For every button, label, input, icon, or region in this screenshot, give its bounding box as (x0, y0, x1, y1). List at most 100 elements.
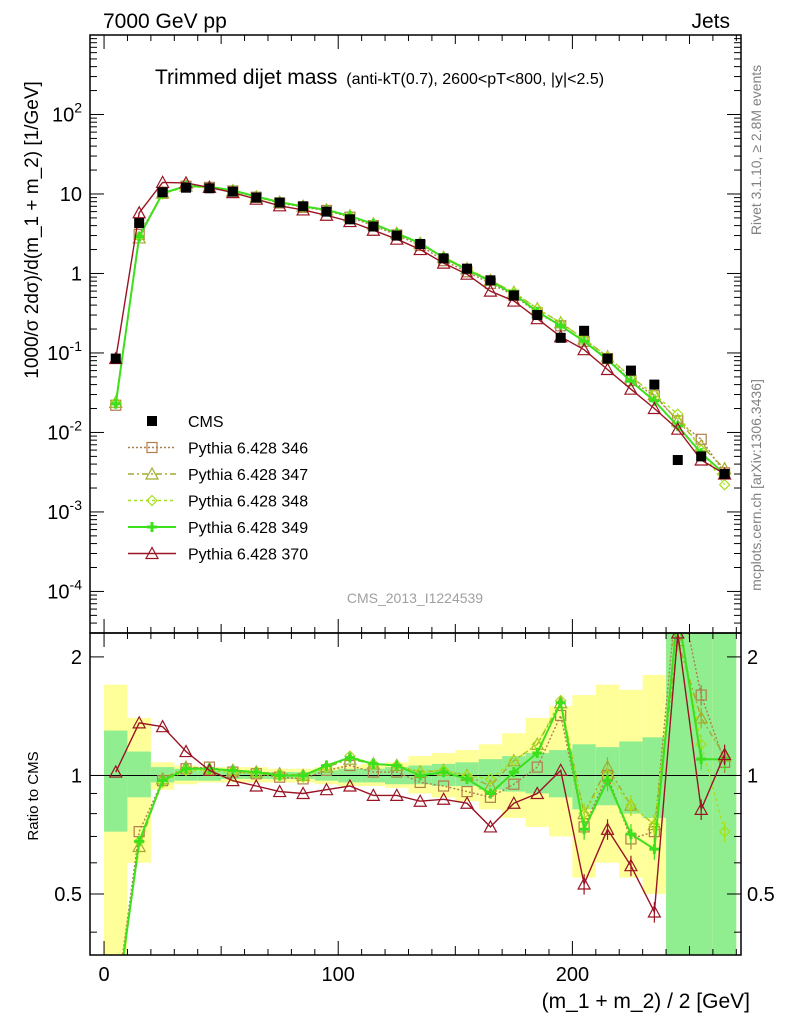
ratio-band-inner (104, 730, 128, 832)
ratio-series-point (391, 760, 402, 771)
ratio-series-point (508, 767, 519, 778)
ratio-series-point (600, 822, 615, 835)
y-tick-label-main: 102 (52, 99, 82, 126)
main-series-layer (108, 175, 732, 491)
data-point (274, 197, 285, 208)
legend-marker (144, 546, 160, 560)
data-point (625, 365, 636, 376)
data-point (134, 218, 145, 229)
data-point (368, 221, 379, 232)
ratio-series-point (460, 795, 475, 809)
ratio-series-point (344, 752, 355, 763)
data-point (485, 275, 496, 286)
ratio-band-inner (525, 753, 549, 794)
data-point (462, 263, 473, 274)
ratio-series-point (532, 748, 543, 759)
ratio-series-point (508, 754, 520, 767)
legend-label: Pythia 6.428 348 (188, 494, 308, 511)
main-series-point (506, 293, 521, 307)
ratio-series-point (673, 607, 683, 617)
ratio-series-point (108, 764, 123, 778)
ratio-series-point (717, 747, 732, 761)
ratio-series-point (319, 782, 334, 796)
data-point (579, 325, 590, 336)
ratio-series-point (342, 778, 357, 792)
main-series-point (625, 376, 636, 387)
rivet-version-label: Rivet 3.1.10, ≥ 2.8M events (748, 65, 764, 235)
data-point (532, 310, 543, 321)
ratio-series-point (623, 858, 638, 872)
data-point (696, 451, 707, 462)
ratio-band-inner (666, 633, 690, 955)
ratio-series-point (508, 778, 520, 790)
ratio-series-point (555, 697, 566, 708)
ratio-series-point (251, 767, 262, 778)
mcplots-label: mcplots.cern.ch [arXiv:1306.3436] (748, 379, 764, 591)
ratio-series-line (115, 633, 726, 915)
ratio-series-point (579, 824, 590, 835)
data-point (438, 253, 449, 264)
ratio-series-point (577, 876, 592, 890)
ratio-band-inner (619, 741, 643, 814)
main-series-point (649, 395, 660, 406)
data-point (344, 214, 355, 225)
chart-title-detail: (anti-kT(0.7), 2600<pT<800, |y|<2.5) (346, 71, 604, 88)
main-series-point (577, 342, 592, 356)
ratio-band-inner (127, 751, 151, 798)
y-tick-label-main: 1 (71, 263, 82, 285)
ratio-series-layer (108, 607, 732, 1018)
main-series-point (671, 408, 684, 420)
main-series-line (115, 181, 725, 475)
y-tick-label-ratio: 2 (71, 647, 82, 669)
ratio-series-point (553, 763, 568, 776)
ratio-series-point (438, 780, 450, 792)
main-series-point (460, 266, 475, 280)
ratio-series-point (134, 836, 145, 847)
legend-label: Pythia 6.428 349 (188, 520, 308, 537)
legend-label: Pythia 6.428 370 (188, 547, 308, 564)
main-series-point (110, 398, 121, 409)
x-tick-label: 0 (98, 964, 109, 986)
legend-marker-data (147, 416, 157, 426)
ratio-series-point (415, 770, 426, 781)
ratio-series-point (155, 719, 170, 733)
legend-marker (144, 466, 160, 480)
ratio-series-point (673, 614, 683, 624)
ratio-series-point (111, 1008, 121, 1018)
data-point (672, 455, 683, 466)
legend-marker (146, 441, 158, 454)
ratio-series-point (298, 770, 309, 781)
ratio-series-point (718, 825, 731, 838)
ratio-series-point (696, 754, 707, 765)
ratio-series-point (132, 839, 147, 853)
data-point (555, 332, 566, 343)
ratio-band-inner (689, 633, 713, 955)
ratio-series-point (506, 795, 521, 809)
x-axis-label: (m_1 + m_2) / 2 [GeV] (542, 990, 750, 1013)
ratio-series-point (695, 689, 707, 701)
y-tick-label-main: 10-3 (47, 497, 82, 524)
legend-marker (147, 522, 157, 532)
ratio-series-point (531, 761, 543, 773)
y-axis-label-ratio: Ratio to CMS (25, 751, 42, 840)
ratio-series-point (625, 799, 637, 812)
y-tick-label-ratio: 1 (71, 765, 82, 787)
y-tick-label-main: 10-2 (47, 417, 82, 444)
data-point (649, 379, 660, 390)
legend: CMS Pythia 6.428 346 Pythia 6.428 347 Pythi… (128, 414, 308, 564)
ratio-series-point (436, 792, 451, 805)
data-point (227, 186, 238, 197)
data-point (602, 353, 613, 364)
ratio-series-point (366, 788, 381, 801)
ratio-series-point (485, 788, 496, 799)
main-series-point (670, 421, 685, 435)
ratio-series-point (321, 760, 332, 771)
data-point (298, 201, 309, 212)
ratio-series-point (225, 773, 240, 787)
y-tick-label-ratio: 0.5 (54, 884, 82, 906)
chart-title: Trimmed dijet mass (anti-kT(0.7), 2600<p… (155, 66, 604, 89)
ratio-band-inner (642, 737, 667, 818)
main-series-point (718, 478, 731, 491)
ratio-series-point (181, 763, 192, 774)
ratio-series-point (462, 773, 473, 784)
